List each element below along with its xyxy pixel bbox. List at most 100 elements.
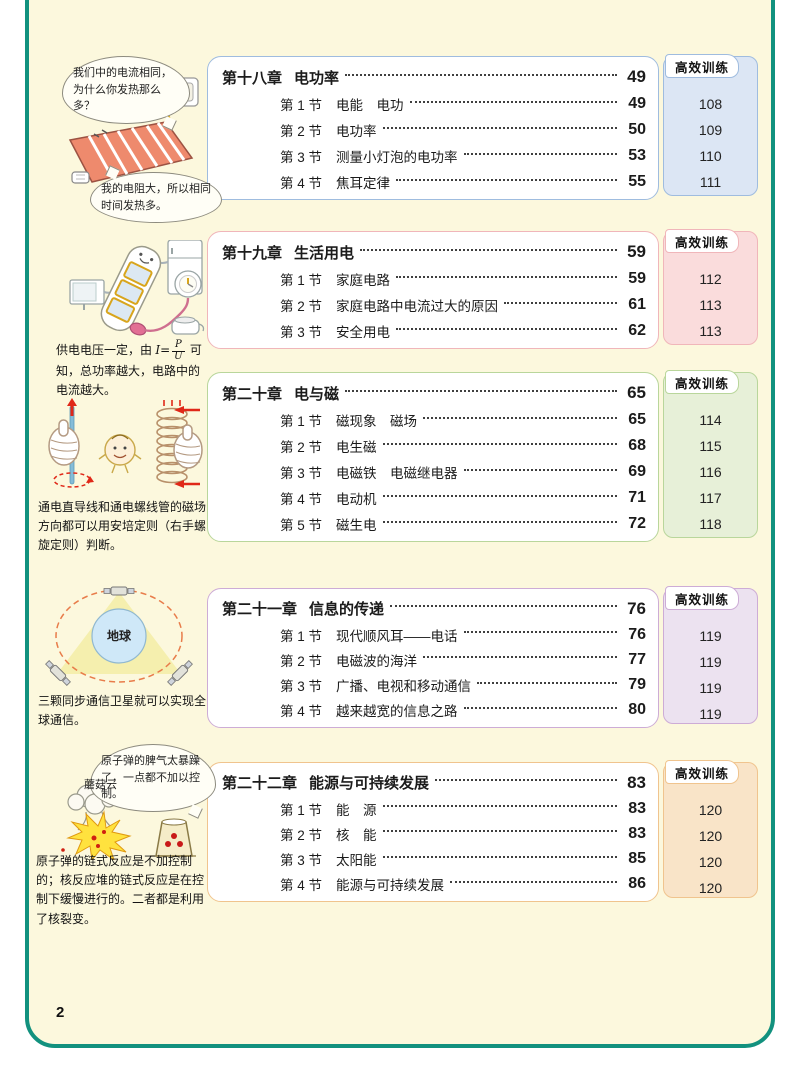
section-row: 第 1 节 磁现象 磁场 65 (222, 407, 646, 433)
section-page-number: 55 (628, 173, 646, 190)
dot-leader (382, 805, 617, 808)
chapter-title: 生活用电 (294, 244, 355, 262)
section-number: 第 3 节 (280, 466, 323, 481)
section-title: 核 能 (336, 827, 377, 843)
training-strip: 高效训练 120 120 120 120 (663, 760, 758, 898)
section-title: 家庭电路 (336, 273, 391, 288)
dot-leader (396, 275, 617, 278)
dot-leader (382, 442, 617, 445)
training-number: 120 (698, 802, 723, 818)
section-title: 家庭电路中电流过大的原因 (336, 299, 499, 314)
chapter-title: 信息的传递 (309, 601, 385, 619)
section-page-number: 65 (628, 411, 646, 428)
section-page-number: 71 (628, 489, 646, 506)
chapter-row: 第十九章 生活用电 59 (222, 238, 646, 266)
section-title: 能源与可持续发展 (336, 878, 445, 894)
training-number: 117 (699, 490, 722, 506)
dot-leader (423, 416, 617, 419)
section-number: 第 3 节 (280, 853, 323, 869)
nuclear-caption: 原子弹的链式反应是不加控制的；核反应堆的链式反应是在控制下缓慢进行的。二者都是利… (36, 854, 205, 926)
chapter-number: 第二十章 (222, 385, 283, 403)
satellite-left (45, 660, 71, 686)
dot-leader (477, 681, 617, 684)
speech-bubble-resistance-answer: 我的电阻大，所以相同时间发热多。 (90, 172, 222, 223)
section-number: 第 1 节 (280, 628, 323, 644)
dot-leader (345, 389, 617, 392)
dot-leader (463, 631, 617, 634)
training-number: 120 (698, 828, 723, 844)
chapter-page-number: 59 (627, 242, 646, 261)
section-row: 第 2 节 电磁波的海洋 77 (222, 647, 646, 672)
training-strip: 高效训练 108 109 110 111 (663, 54, 758, 196)
section-page-number: 85 (628, 850, 646, 868)
section-page-number: 68 (628, 437, 646, 454)
section-title: 测量小灯泡的电功率 (336, 150, 458, 165)
satellite-right (167, 660, 193, 686)
section-row: 第 1 节 能 源 83 (222, 796, 646, 821)
section-row: 第 4 节 电动机 71 (222, 485, 646, 511)
section-page-number: 49 (628, 95, 646, 112)
section-row: 第 4 节 焦耳定律 55 (222, 169, 646, 195)
section-page-number: 83 (628, 799, 646, 817)
training-number: 108 (698, 96, 723, 112)
dot-leader (463, 706, 617, 709)
section-number: 第 2 节 (280, 653, 323, 669)
chapter-page-number: 83 (627, 772, 646, 792)
section-number: 第 3 节 (280, 150, 323, 165)
chapter-row: 第二十一章 信息的传递 76 (222, 595, 646, 622)
satellite-top (103, 586, 135, 596)
section-number: 第 1 节 (280, 414, 323, 429)
section-title: 磁生电 (336, 518, 377, 533)
section-row: 第 3 节 安全用电 62 (222, 318, 646, 344)
section-title: 能 源 (336, 802, 377, 818)
dot-leader (396, 178, 617, 181)
training-number: 110 (699, 148, 722, 164)
right-hand-rule-illustration (48, 398, 203, 488)
section-number: 第 1 节 (280, 273, 323, 288)
caption-text-before: 供电电压一定，由 (56, 343, 156, 358)
section-number: 第 1 节 (280, 802, 323, 818)
satellite-caption: 三颗同步通信卫星就可以实现全球通信。 (38, 694, 207, 728)
training-header-tab: 高效训练 (665, 370, 739, 394)
section-row: 第 2 节 核 能 83 (222, 821, 646, 846)
satellite-illustration: 地球 (45, 586, 193, 686)
chapter-21-block: 第二十一章 信息的传递 76 第 1 节 现代顺风耳——电话 76 第 2 节 … (207, 586, 758, 728)
toc-box: 第二十一章 信息的传递 76 第 1 节 现代顺风耳——电话 76 第 2 节 … (207, 588, 659, 728)
section-page-number: 53 (628, 147, 646, 164)
section-title: 电磁铁 电磁继电器 (336, 466, 458, 481)
training-number: 115 (699, 438, 722, 454)
section-row: 第 3 节 电磁铁 电磁继电器 69 (222, 459, 646, 485)
training-number: 111 (699, 174, 722, 190)
training-number: 120 (698, 880, 723, 896)
section-row: 第 4 节 能源与可持续发展 86 (222, 872, 646, 897)
chapter-row: 第二十章 电与磁 65 (222, 379, 646, 407)
section-number: 第 4 节 (280, 878, 323, 894)
section-row: 第 5 节 磁生电 72 (222, 511, 646, 537)
chapter-22-block: 第二十二章 能源与可持续发展 83 第 1 节 能 源 83 第 2 节 核 能… (207, 760, 758, 902)
training-strip: 高效训练 112 113 113 (663, 229, 758, 345)
training-header-tab: 高效训练 (665, 760, 739, 784)
power-strip-caption: 供电电压一定，由 I= P U 可知，总功率越大，电路中的电流越大。 (56, 339, 210, 400)
training-number: 120 (698, 854, 723, 870)
chapter-number: 第二十二章 (222, 775, 298, 793)
section-number: 第 2 节 (280, 124, 323, 139)
training-number: 119 (699, 680, 722, 696)
training-strip: 高效训练 119 119 119 119 (663, 586, 758, 724)
section-title: 电磁波的海洋 (336, 653, 418, 669)
section-row: 第 3 节 测量小灯泡的电功率 53 (222, 143, 646, 169)
dot-leader (450, 880, 617, 883)
training-number: 116 (699, 464, 722, 480)
dot-leader (390, 605, 617, 608)
caption-text-after: 可知，总功率越大，电路中的电流越大。 (56, 343, 202, 398)
dot-leader (382, 855, 617, 858)
chapter-row: 第二十二章 能源与可持续发展 83 (222, 769, 646, 796)
training-number: 119 (699, 628, 722, 644)
dot-leader (382, 830, 617, 833)
section-row: 第 2 节 电生磁 68 (222, 433, 646, 459)
training-number: 114 (699, 412, 722, 428)
section-page-number: 86 (628, 875, 646, 893)
training-number: 119 (699, 706, 722, 722)
right-hand-rule-caption: 通电直导线和通电螺线管的磁场方向都可以用安培定则（右手螺旋定则）判断。 (38, 500, 207, 553)
training-number: 113 (699, 297, 722, 313)
